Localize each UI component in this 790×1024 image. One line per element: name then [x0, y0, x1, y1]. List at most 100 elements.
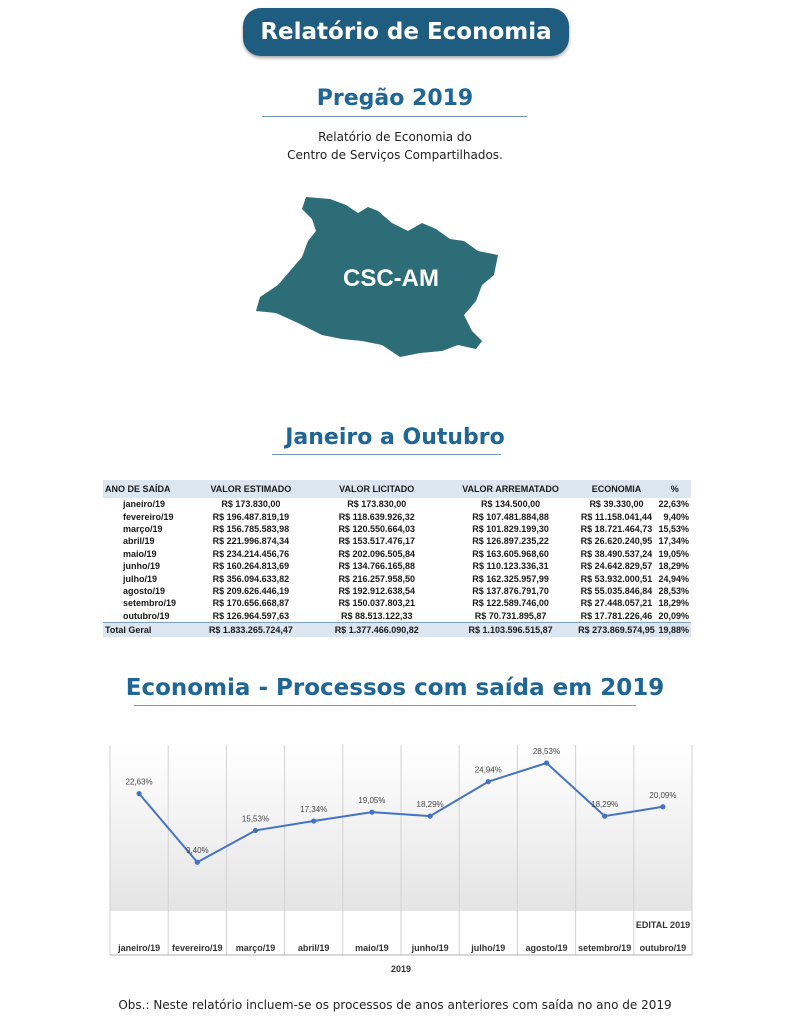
section-rule [272, 454, 501, 455]
category-label: março/19 [236, 943, 276, 953]
subtitle-line-2: Centro de Serviços Compartilhados. [287, 148, 503, 162]
cell-licitado: R$ 88.513.122,33 [340, 610, 413, 621]
cell-licitado: R$ 150.037.803,21 [338, 598, 416, 609]
economy-table: ANO DE SAÍDA VALOR ESTIMADO VALOR LICITA… [103, 480, 691, 637]
cell-arrematado: R$ 163.605.968,60 [472, 548, 549, 559]
data-point [194, 859, 200, 865]
category-label: abril/19 [298, 943, 330, 953]
category-label: outubro/19 [640, 943, 687, 953]
cell-percent: 17,34% [658, 536, 689, 547]
section-rule [262, 116, 527, 117]
data-label: 28,53% [533, 747, 560, 756]
cell-percent: 28,53% [658, 585, 689, 596]
category-label: maio/19 [355, 943, 389, 953]
data-point [543, 760, 550, 766]
section-title-chart: Economia - Processos com saída em 2019 [125, 675, 665, 701]
map-label: CSC-AM [343, 265, 439, 292]
data-point [485, 779, 491, 785]
map-shape [256, 197, 498, 357]
cell-economia: R$ 53.932.000,51 [580, 573, 653, 584]
cell-total-licitado: R$ 1.377.466.090,82 [306, 621, 447, 637]
cell-percent: 19,05% [658, 548, 689, 559]
cell-estimado: R$ 196.487.819,19 [212, 511, 290, 522]
cell-arrematado: R$ 137.876.791,70 [472, 585, 549, 596]
table-row: outubro/19 R$ 126.964.597,63 R$ 88.513.122… [103, 610, 691, 623]
cell-licitado: R$ 173.830,00 [347, 499, 407, 510]
data-label: 24,94% [475, 766, 502, 775]
edital-label: EDITAL 2019 [636, 920, 690, 930]
cell-month: julho/19 [123, 573, 158, 584]
cell-licitado: R$ 202.096.505,84 [338, 548, 416, 559]
data-label: 18,29% [417, 800, 444, 809]
cell-estimado: R$ 234.214.456,76 [212, 548, 290, 559]
cell-economia: R$ 27.448.057,21 [580, 598, 653, 609]
cell-month: janeiro/19 [123, 499, 166, 510]
cell-estimado: R$ 170.656.668,87 [212, 598, 290, 609]
cell-arrematado: R$ 70.731.895,87 [474, 610, 547, 621]
category-label: setembro/19 [578, 943, 631, 953]
header-title: Relatório de Economia [260, 19, 552, 45]
category-labels: janeiro/19 fevereiro/19 março/19 abril/19 ma… [117, 943, 686, 953]
table-row: julho/19 R$ 356.094.633,82 R$ 216.257.958,… [103, 572, 691, 584]
cell-estimado: R$ 160.264.813,69 [212, 561, 290, 572]
cell-arrematado: R$ 101.829.199,30 [472, 523, 549, 534]
cell-estimado: R$ 156.785.583,98 [212, 523, 290, 534]
cell-arrematado: R$ 134.500,00 [481, 499, 541, 510]
category-label: janeiro/19 [117, 943, 160, 953]
cell-licitado: R$ 118.639.926,32 [338, 511, 415, 522]
data-point [427, 813, 433, 819]
cell-month: março/19 [123, 523, 163, 534]
data-point [311, 818, 317, 824]
cell-percent: 22,63% [658, 499, 689, 510]
footer-note: Obs.: Neste relatório incluem-se os proc… [118, 998, 672, 1012]
table-row: agosto/19 R$ 209.626.446,19 R$ 192.912.638… [103, 585, 691, 597]
cell-arrematado: R$ 122.589.746,00 [472, 598, 549, 609]
cell-estimado: R$ 209.626.446,19 [212, 585, 290, 596]
data-point [252, 827, 259, 834]
data-points [136, 760, 666, 865]
category-dividers [109, 745, 693, 955]
col-header-arrematado: VALOR ARREMATADO [446, 480, 575, 498]
cell-month: fevereiro/19 [123, 511, 174, 522]
data-label: 18,29% [591, 800, 618, 809]
data-point [136, 791, 142, 797]
col-header-licitado: VALOR LICITADO [306, 480, 447, 498]
cell-month: junho/19 [123, 561, 161, 572]
economy-line-chart: 22,63% 9,40% 15,53% 17,34% 19,05% 18,29% 24,94… [109, 745, 693, 974]
subtitle-line-1: Relatório de Economia do [318, 130, 472, 144]
section-title-pregao: Pregão 2019 [316, 86, 474, 111]
col-header-ano: ANO DE SAÍDA [103, 480, 195, 498]
category-label: junho/19 [411, 943, 449, 953]
cell-total-percent: 19,88% [658, 621, 691, 637]
cell-estimado: R$ 221.996.874,34 [212, 536, 290, 547]
table-row: janeiro/19 R$ 173.830,00 R$ 173.830,00 R$ 1… [103, 498, 691, 510]
data-label: 9,40% [186, 846, 209, 855]
cell-total-estimado: R$ 1.833.265.724,47 [194, 621, 307, 637]
cell-arrematado: R$ 162.325.957,99 [472, 573, 549, 584]
cell-licitado: R$ 120.550.664,03 [338, 523, 416, 534]
table-row: fevereiro/19 R$ 196.487.819,19 R$ 118.639.… [103, 510, 691, 522]
cell-arrematado: R$ 107.481.884,88 [472, 511, 549, 522]
cell-economia: R$ 18.721.464,73 [580, 523, 653, 534]
category-label: agosto/19 [525, 943, 567, 953]
col-header-estimado: VALOR ESTIMADO [194, 480, 307, 498]
cell-licitado: R$ 134.766.165,88 [338, 561, 416, 572]
data-label: 15,53% [242, 814, 269, 823]
cell-economia: R$ 39.330,00 [589, 499, 644, 510]
data-label: 17,34% [300, 805, 327, 814]
cell-month: maio/19 [123, 548, 157, 559]
cell-economia: R$ 24.642.829,57 [580, 561, 653, 572]
col-header-percent: % [658, 480, 691, 498]
cell-month: outubro/19 [123, 610, 170, 621]
table-header-row: ANO DE SAÍDA VALOR ESTIMADO VALOR LICITA… [103, 480, 691, 498]
series-line [138, 761, 664, 864]
section-title-periodo: Janeiro a Outubro [285, 425, 505, 450]
cell-licitado: R$ 153.517.476,17 [338, 536, 416, 547]
cell-economia: R$ 17.781.226,46 [580, 610, 653, 621]
amazonas-map: CSC-AM [256, 197, 498, 357]
cell-percent: 24,94% [658, 573, 689, 584]
table-row: março/19 R$ 156.785.583,98 R$ 120.550.664,… [103, 523, 691, 535]
cell-total-label: Total Geral [103, 621, 195, 637]
group-axis-label: 2019 [391, 964, 411, 974]
section-rule [134, 705, 636, 706]
